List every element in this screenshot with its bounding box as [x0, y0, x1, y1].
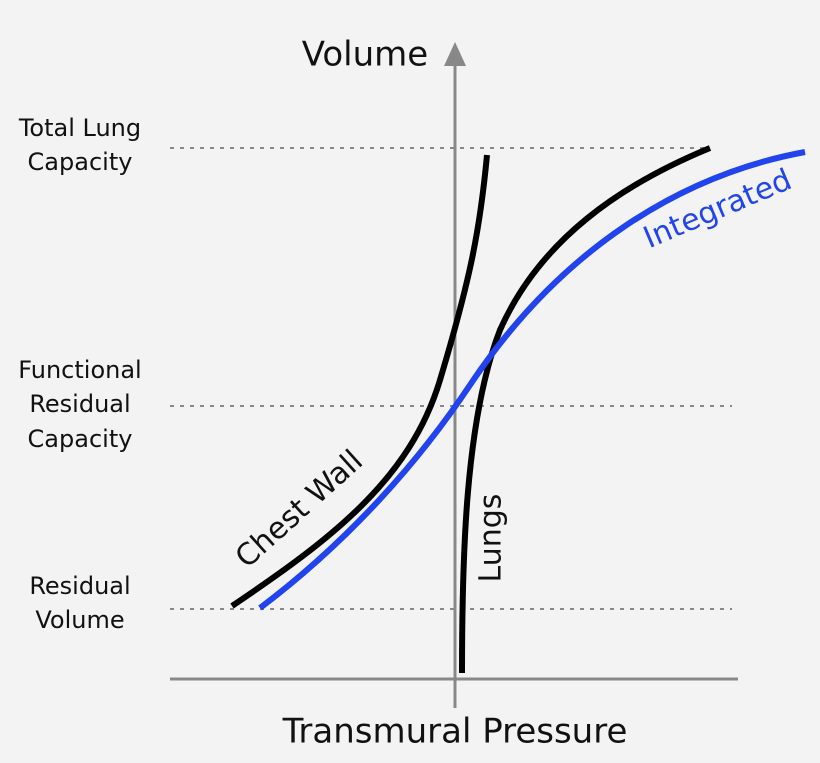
level-label: Volume	[35, 606, 124, 634]
chest-wall-curve	[230, 154, 490, 609]
level-label: Functional	[18, 356, 141, 384]
lungs-label: Lungs	[474, 494, 509, 583]
lungs-curve	[459, 145, 712, 674]
level-label: Capacity	[28, 148, 133, 176]
x-label: Transmural Pressure	[282, 712, 628, 752]
level-label: Capacity	[28, 425, 133, 453]
integrated-curve	[258, 149, 806, 611]
level-label: Residual	[29, 390, 130, 418]
y-label: Volume	[302, 35, 428, 75]
level-label: Residual	[29, 572, 130, 600]
y-arrow	[444, 42, 466, 66]
level-label: Total Lung	[18, 114, 141, 142]
